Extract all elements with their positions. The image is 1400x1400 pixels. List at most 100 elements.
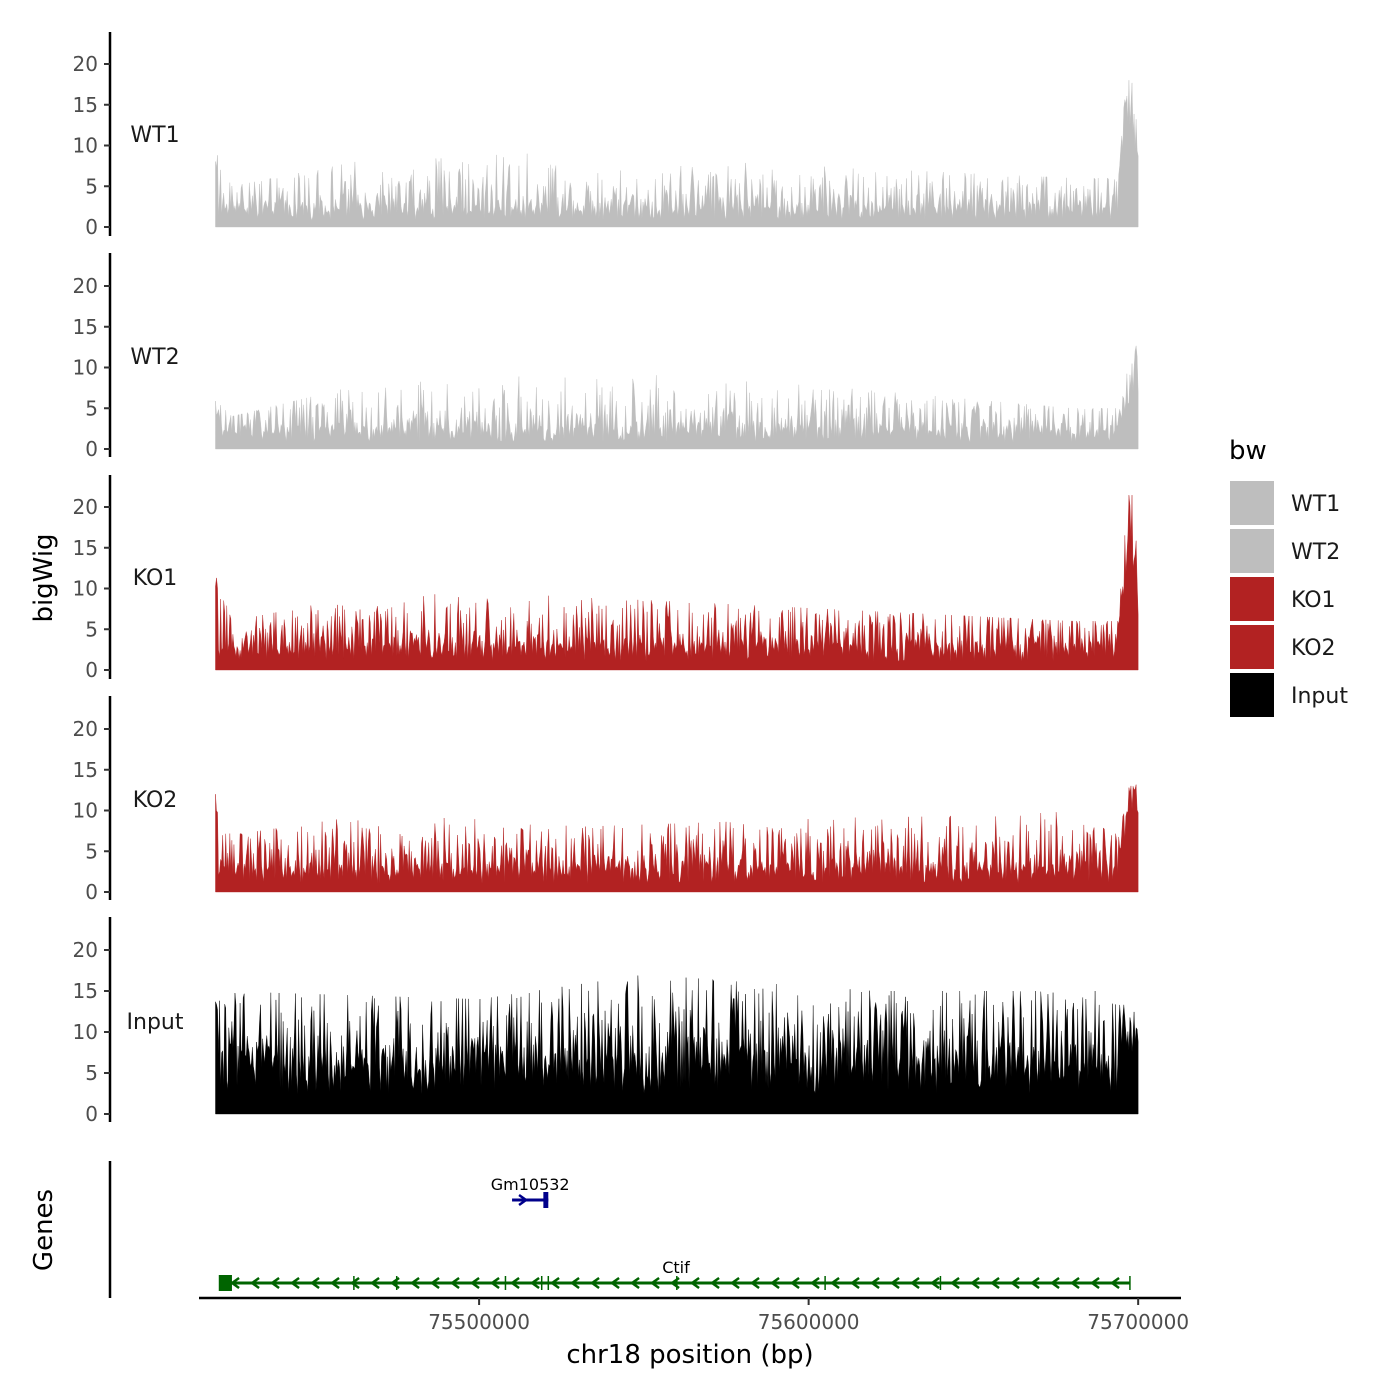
legend-label: WT2 xyxy=(1291,540,1340,565)
strand-arrow xyxy=(369,1276,380,1290)
coverage-tracks: 0 5 10 15 20 WT1 0 5 10 15 20 WT2 0 5 10 15 20 KO1 0 5 10 15 2… xyxy=(73,32,1139,1126)
legend-title: bw xyxy=(1229,436,1267,466)
strand-arrow xyxy=(949,1276,960,1290)
strand-arrow xyxy=(829,1276,840,1290)
track-wt2: 0 5 10 15 20 WT2 xyxy=(73,253,1139,461)
strand-arrow xyxy=(589,1276,600,1290)
y-tick-label: 0 xyxy=(85,880,98,904)
strand-arrow xyxy=(489,1276,500,1290)
strand-arrow xyxy=(289,1276,300,1290)
x-axis-title: chr18 position (bp) xyxy=(566,1340,813,1370)
signal-area-ko2 xyxy=(215,784,1139,893)
strand-arrow xyxy=(309,1276,320,1290)
legend-swatch xyxy=(1230,481,1274,525)
y-tick-label: 0 xyxy=(85,437,98,461)
gene-exon xyxy=(218,1275,232,1291)
strand-arrow xyxy=(469,1276,480,1290)
track-ko1: 0 5 10 15 20 KO1 xyxy=(73,475,1139,682)
legend-entry-ko1: KO1 xyxy=(1230,577,1336,621)
y-tick-label: 10 xyxy=(73,134,98,158)
strand-arrow xyxy=(969,1276,980,1290)
legend-entry-wt1: WT1 xyxy=(1230,481,1340,525)
gene-label: Gm10532 xyxy=(491,1175,570,1194)
strand-arrow xyxy=(1069,1276,1080,1290)
y-tick-label: 10 xyxy=(73,356,98,380)
strand-arrow xyxy=(349,1276,360,1290)
y-tick-label: 20 xyxy=(73,52,98,76)
track-label: Input xyxy=(127,1010,184,1035)
gene-ctif: Ctif xyxy=(218,1258,1131,1291)
signal-area-wt1 xyxy=(215,80,1139,228)
legend-label: WT1 xyxy=(1291,492,1340,517)
y-tick-label: 5 xyxy=(85,839,98,863)
signal-area-wt2 xyxy=(215,345,1139,450)
legend-swatch xyxy=(1230,529,1274,573)
strand-arrow xyxy=(429,1276,440,1290)
legend-swatch xyxy=(1230,625,1274,669)
strand-arrow xyxy=(549,1276,560,1290)
strand-arrow xyxy=(849,1276,860,1290)
y-tick-label: 15 xyxy=(73,93,98,117)
strand-arrow xyxy=(329,1276,340,1290)
strand-arrow xyxy=(1029,1276,1040,1290)
x-tick-label: 75700000 xyxy=(1087,1310,1189,1334)
strand-arrow xyxy=(269,1276,280,1290)
legend-entry-input: Input xyxy=(1230,673,1348,717)
y-tick-label: 10 xyxy=(73,799,98,823)
legend-entry-ko2: KO2 xyxy=(1230,625,1336,669)
track-label: KO1 xyxy=(133,566,178,591)
track-ko2: 0 5 10 15 20 KO2 xyxy=(73,696,1139,904)
strand-arrow xyxy=(909,1276,920,1290)
genes-axis-title: Genes xyxy=(29,1189,59,1271)
strand-arrow xyxy=(529,1276,540,1290)
x-tick-label: 75600000 xyxy=(758,1310,860,1334)
strand-arrow xyxy=(929,1276,940,1290)
gene-track: Gm10532 Ctif xyxy=(108,1161,1131,1298)
strand-arrow xyxy=(518,1193,529,1207)
gene-gm10532: Gm10532 xyxy=(491,1175,570,1208)
y-tick-label: 20 xyxy=(73,495,98,519)
strand-arrow xyxy=(729,1276,740,1290)
y-tick-label: 0 xyxy=(85,1102,98,1126)
y-tick-label: 5 xyxy=(85,174,98,198)
strand-arrow xyxy=(889,1276,900,1290)
y-axis-title: bigWig xyxy=(29,533,59,622)
y-tick-label: 15 xyxy=(73,315,98,339)
strand-arrow xyxy=(809,1276,820,1290)
legend-label: KO2 xyxy=(1291,636,1336,661)
strand-arrow xyxy=(249,1276,260,1290)
y-tick-label: 20 xyxy=(73,274,98,298)
strand-arrow xyxy=(1049,1276,1060,1290)
y-tick-label: 5 xyxy=(85,396,98,420)
gene-exon xyxy=(543,1192,549,1208)
track-label: WT2 xyxy=(130,345,179,370)
strand-arrow xyxy=(1089,1276,1100,1290)
y-tick-label: 0 xyxy=(85,658,98,682)
strand-arrow xyxy=(629,1276,640,1290)
track-label: KO2 xyxy=(133,788,178,813)
strand-arrow xyxy=(509,1276,520,1290)
signal-area-input xyxy=(215,975,1139,1115)
y-tick-label: 10 xyxy=(73,577,98,601)
y-tick-label: 15 xyxy=(73,758,98,782)
track-wt1: 0 5 10 15 20 WT1 xyxy=(73,32,1139,239)
strand-arrow xyxy=(749,1276,760,1290)
strand-arrow xyxy=(769,1276,780,1290)
y-tick-label: 15 xyxy=(73,536,98,560)
strand-arrow xyxy=(689,1276,700,1290)
y-tick-label: 15 xyxy=(73,979,98,1003)
legend-entry-wt2: WT2 xyxy=(1230,529,1340,573)
y-tick-label: 20 xyxy=(73,717,98,741)
y-tick-label: 5 xyxy=(85,617,98,641)
y-tick-label: 0 xyxy=(85,215,98,239)
strand-arrow xyxy=(789,1276,800,1290)
legend: WT1 WT2 KO1 KO2 Input xyxy=(1230,481,1348,717)
y-tick-label: 5 xyxy=(85,1061,98,1085)
strand-arrow xyxy=(649,1276,660,1290)
y-tick-label: 10 xyxy=(73,1020,98,1044)
strand-arrow xyxy=(869,1276,880,1290)
x-tick-label: 75500000 xyxy=(428,1310,530,1334)
strand-arrow xyxy=(229,1276,240,1290)
strand-arrow xyxy=(1009,1276,1020,1290)
